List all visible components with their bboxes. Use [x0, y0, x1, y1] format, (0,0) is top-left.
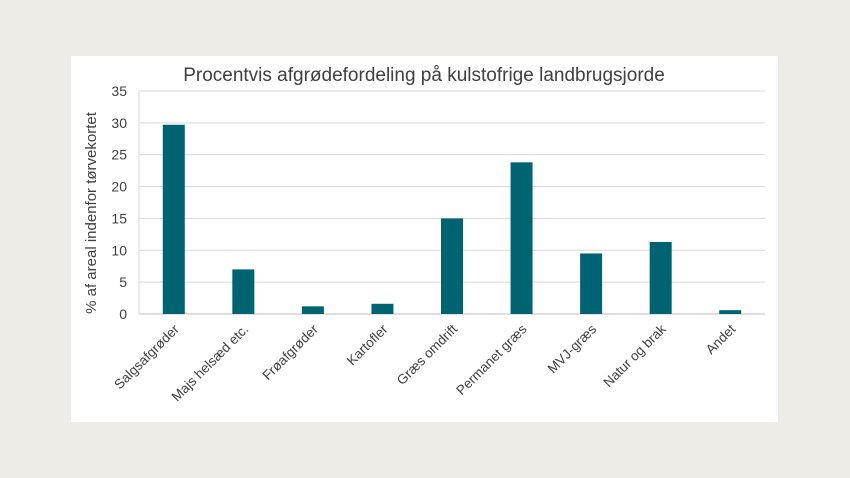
bar	[232, 269, 255, 314]
x-tick-label: Græs omdrift	[394, 321, 460, 387]
bar	[580, 253, 603, 314]
x-tick-label: Majs helsæd etc.	[169, 322, 252, 405]
y-axis-label: % af areal indenfor tørvekortet	[83, 111, 100, 314]
bar	[510, 162, 533, 314]
y-tick-label: 25	[111, 147, 127, 163]
x-tick-label: Natur og brak	[600, 321, 669, 390]
y-tick-label: 30	[111, 115, 127, 131]
y-tick-label: 20	[111, 179, 127, 195]
y-tick-label: 0	[119, 306, 127, 322]
chart-title: Procentvis afgrødefordeling på kulstofri…	[183, 65, 665, 86]
x-tick-label: MVJ-græs	[545, 321, 600, 376]
bar	[719, 310, 742, 314]
chart-card: Procentvis afgrødefordeling på kulstofri…	[71, 56, 778, 422]
bar	[441, 218, 463, 314]
bar-chart: Procentvis afgrødefordeling på kulstofri…	[83, 65, 765, 404]
y-tick-label: 15	[111, 210, 127, 226]
bar	[162, 124, 185, 314]
y-tick-label: 5	[119, 274, 127, 290]
bar	[649, 242, 672, 314]
y-tick-label: 35	[111, 83, 127, 99]
bar	[371, 303, 394, 314]
y-tick-label: 10	[111, 242, 127, 258]
bar	[301, 306, 324, 314]
x-tick-label: Kartofler	[344, 321, 391, 368]
x-tick-label: Andet	[703, 321, 739, 357]
x-tick-label: Salgsafgrøder	[111, 321, 182, 392]
bars	[162, 124, 742, 314]
y-tick-labels: 0 5 10 15 20 25 30 35	[111, 83, 127, 322]
x-tick-label: Permanet græs	[453, 321, 530, 398]
x-tick-label: Frøafgrøder	[259, 321, 321, 383]
